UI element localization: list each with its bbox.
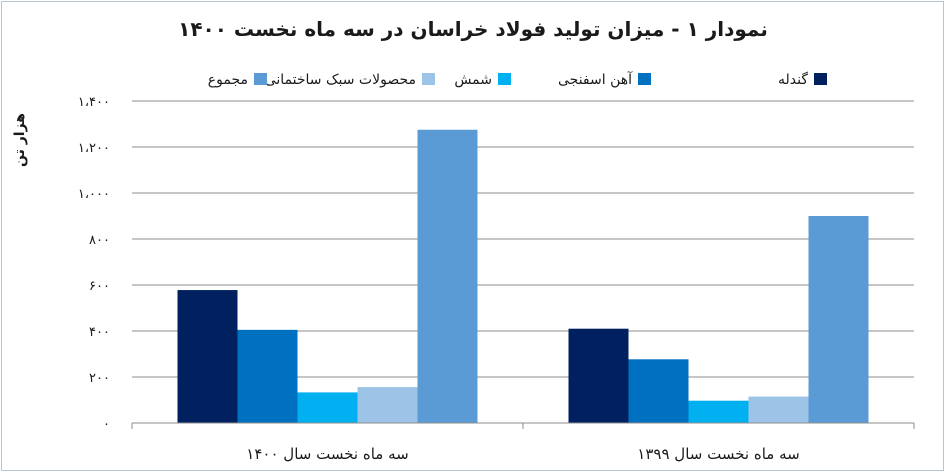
y-tick-label: ۱،۲۰۰ [78, 141, 110, 156]
bar [568, 328, 629, 423]
y-tick-label: ۶۰۰ [89, 279, 110, 294]
y-axis-label: هزار تن [12, 113, 28, 167]
y-tick-label: ۱،۰۰۰ [78, 187, 110, 202]
legend: گندله آهن اسفنجی شمش محصولات سبک ساختمانی مج… [208, 71, 827, 88]
y-axis-ticks: ۰ ۲۰۰ ۴۰۰ ۶۰۰ ۸۰۰ ۱،۰۰۰ ۱،۲۰۰ ۱،۴۰۰ [78, 95, 110, 432]
legend-label: محصولات سبک ساختمانی [265, 72, 416, 88]
bars [177, 129, 869, 423]
bar [237, 329, 298, 423]
bar [177, 290, 238, 423]
y-tick-label: ۰ [103, 417, 110, 432]
y-tick-label: ۲۰۰ [89, 371, 110, 386]
chart-title: نمودار ۱ - میزان تولید فولاد خراسان در س… [178, 17, 768, 41]
legend-label: مجموع [208, 72, 248, 88]
legend-swatch [422, 73, 435, 85]
legend-swatch [254, 73, 267, 85]
bar [748, 396, 809, 423]
y-tick-label: ۱،۴۰۰ [78, 95, 110, 110]
y-tick-label: ۸۰۰ [89, 233, 110, 248]
x-axis: سه ماه نخست سال ۱۴۰۰ سه ماه نخست سال ۱۳۹۹ [131, 422, 915, 463]
bar [628, 359, 689, 423]
y-tick-label: ۴۰۰ [89, 325, 110, 340]
bar [297, 392, 358, 423]
legend-label: شمش [454, 72, 492, 88]
legend-label: آهن اسفنجی [558, 71, 633, 88]
x-tick-label: سه ماه نخست سال ۱۴۰۰ [246, 445, 408, 463]
legend-swatch [498, 73, 511, 85]
legend-swatch [814, 73, 827, 85]
bar [808, 216, 869, 423]
x-tick-label: سه ماه نخست سال ۱۳۹۹ [637, 445, 799, 463]
legend-label: گندله [778, 71, 808, 88]
bar [357, 387, 418, 423]
bar [417, 129, 478, 423]
legend-swatch [638, 73, 651, 85]
bar [688, 400, 749, 423]
